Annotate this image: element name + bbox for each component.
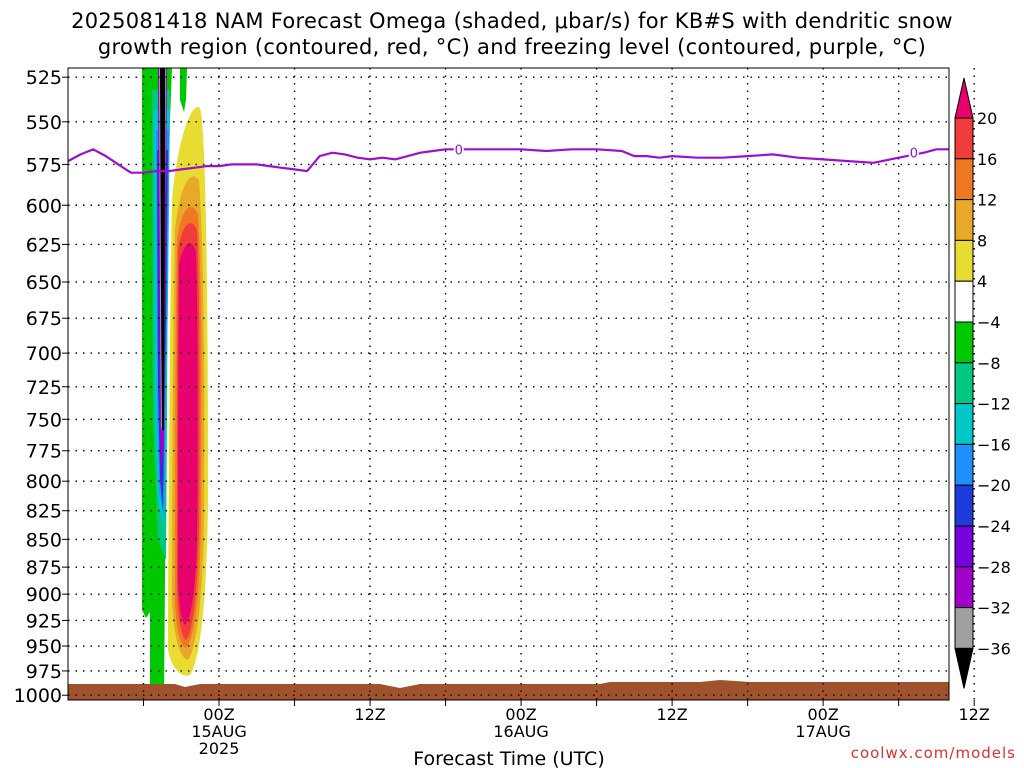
colorbar-swatch: [954, 403, 974, 445]
y-tick-label: 650: [26, 272, 62, 294]
x-axis-label: Forecast Time (UTC): [413, 748, 604, 768]
grid-lines: [68, 68, 975, 700]
colorbar-label: −4: [977, 313, 1001, 332]
x-tick-label: 00Z: [505, 705, 536, 724]
y-axis-ticks: 525 550 575 600 625 650 675 700 725 750 775 800 825 8…: [14, 67, 68, 707]
y-tick-label: 800: [26, 471, 62, 493]
contour-label-bg: [453, 142, 464, 156]
colorbar-label: 12: [977, 191, 997, 210]
colorbar-swatch: [954, 362, 974, 405]
omega-black-core: [160, 68, 165, 430]
y-tick-label: 900: [26, 584, 62, 606]
omega-shading: [68, 68, 949, 700]
y-tick-label: 875: [26, 557, 62, 579]
colorbar-label: −16: [977, 435, 1011, 454]
y-tick-label: 675: [26, 308, 62, 330]
y-tick-label: 750: [26, 409, 62, 431]
y-tick-label: 600: [26, 195, 62, 217]
colorbar-swatch: [954, 443, 974, 486]
colorbar-swatch: [954, 525, 974, 568]
y-tick-label: 700: [26, 343, 62, 365]
x-tick-label: 15AUG: [191, 722, 246, 741]
y-tick-label: 525: [26, 67, 62, 89]
title-line-1: 2025081418 NAM Forecast Omega (shaded, μ…: [71, 9, 953, 33]
colorbar-swatch: [954, 280, 974, 323]
colorbar-swatch: [954, 239, 974, 282]
colorbar-swatch: [954, 321, 974, 364]
x-tick-label: 00Z: [203, 705, 234, 724]
y-tick-label: 925: [26, 610, 62, 632]
freezing-level-line: [68, 148, 949, 174]
x-tick-label: 16AUG: [493, 722, 548, 741]
colorbar-swatch: [954, 484, 974, 527]
plot-frame: [67, 67, 950, 701]
colorbar-swatch: [954, 117, 974, 160]
y-tick-label: 550: [26, 112, 62, 134]
colorbar-label: 16: [977, 150, 997, 169]
colorbar-label: 4: [977, 272, 987, 291]
colorbar-label: 20: [977, 109, 997, 128]
omega-magenta-core: [178, 243, 198, 625]
colorbar-label: −24: [977, 517, 1011, 536]
x-axis-ticks: 00Z15AUG202512Z00Z16AUG12Z00Z17AUG12Z00Z…: [143, 700, 990, 758]
colorbar-bottom-arrow: [954, 647, 974, 689]
colorbar-swatch: [954, 607, 974, 649]
colorbar-swatch: [954, 158, 974, 201]
y-tick-label: 1000: [14, 685, 62, 707]
colorbar-swatch: [954, 566, 974, 609]
x-tick-label: 12Z: [656, 705, 687, 724]
watermark: coolwx.com/models: [850, 744, 1016, 762]
y-tick-label: 975: [26, 661, 62, 683]
colorbar-top-arrow: [954, 77, 974, 119]
colorbar-label: −8: [977, 354, 1001, 373]
freezing-level-label: 0: [455, 143, 463, 158]
colorbar-label: −20: [977, 476, 1011, 495]
colorbar: 20 16 12 8 4 −4 −8 −12 −16 −20 −24 −28 −32 −36: [954, 77, 1011, 689]
colorbar-swatch: [954, 199, 974, 241]
surface-terrain: [68, 680, 949, 700]
y-tick-label: 625: [26, 234, 62, 256]
colorbar-label: −28: [977, 558, 1011, 577]
y-tick-label: 850: [26, 529, 62, 551]
y-tick-label: 825: [26, 501, 62, 523]
freezing-level-label: 0: [910, 147, 918, 162]
x-tick-label: 12Z: [354, 705, 385, 724]
omega-green-top-right: [180, 68, 187, 112]
y-tick-label: 725: [26, 377, 62, 399]
y-tick-label: 775: [26, 441, 62, 463]
x-tick-label: 2025: [199, 739, 240, 758]
x-tick-label: 12Z: [959, 705, 990, 724]
title-line-2: growth region (contoured, red, °C) and f…: [97, 35, 927, 59]
chart-title: 2025081418 NAM Forecast Omega (shaded, μ…: [0, 8, 1024, 60]
colorbar-label: −36: [977, 639, 1011, 658]
contour-label-bg: [908, 145, 919, 159]
colorbar-label: −12: [977, 395, 1011, 414]
colorbar-label: −32: [977, 599, 1011, 618]
x-tick-label: 00Z: [807, 705, 838, 724]
colorbar-label: 8: [977, 231, 987, 250]
y-tick-label: 950: [26, 636, 62, 658]
x-tick-label: 17AUG: [795, 722, 850, 741]
y-tick-label: 575: [26, 154, 62, 176]
